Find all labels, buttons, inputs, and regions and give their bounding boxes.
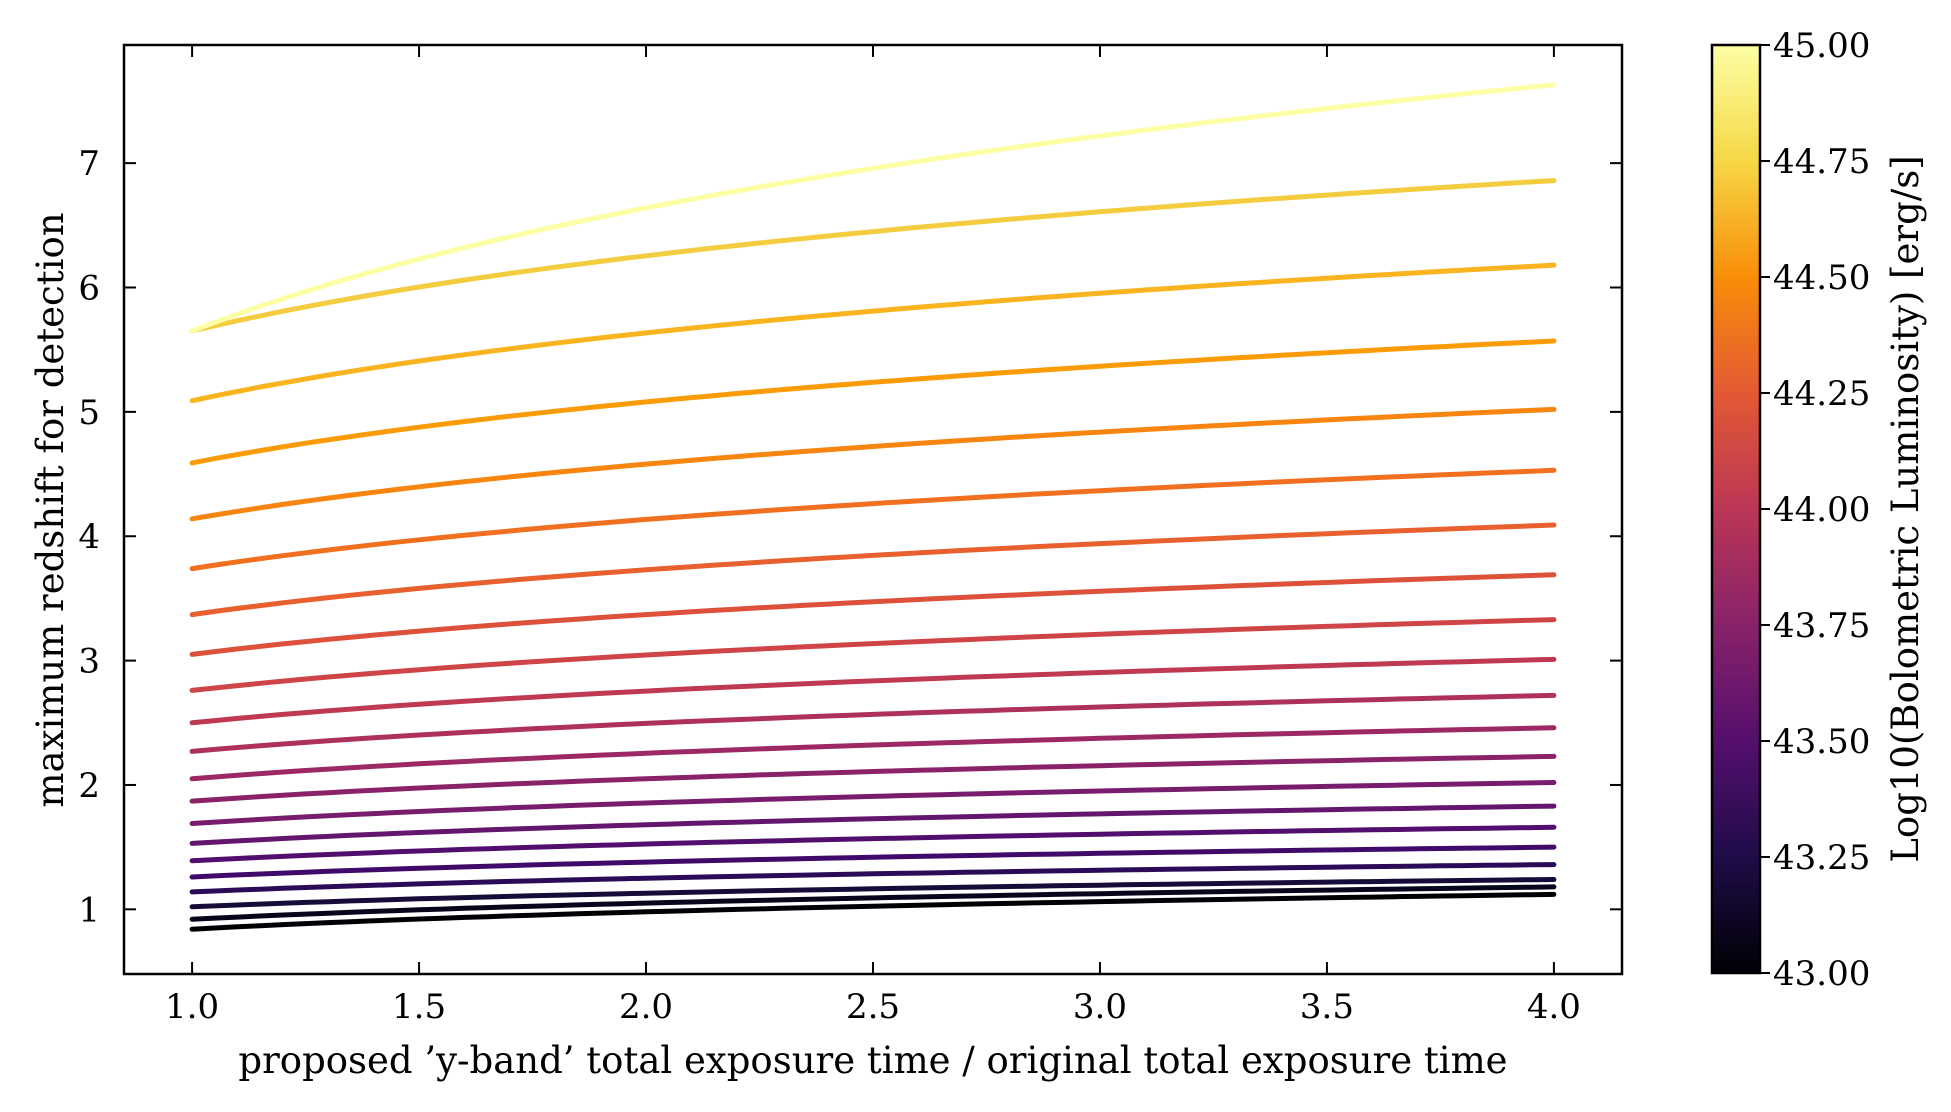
x-tick-label: 3.0	[1073, 987, 1127, 1027]
colorbar-tick-label: 43.75	[1773, 606, 1870, 646]
colorbar-tick-label: 43.25	[1773, 838, 1870, 878]
x-axis-label: proposed ’y-band’ total exposure time / …	[238, 1039, 1507, 1082]
colorbar-tick-label: 44.25	[1773, 374, 1870, 414]
y-tick-label: 4	[78, 517, 100, 557]
series-line-16	[189, 406, 1557, 522]
colorbar-label: Log10(Bolometric Luminosity) [erg/s]	[1884, 155, 1927, 862]
series-line-2	[189, 877, 1557, 910]
x-tick-label: 4.0	[1527, 987, 1581, 1027]
series-line-5	[189, 824, 1557, 864]
series-line-1	[189, 884, 1557, 922]
series-line-7	[189, 780, 1557, 826]
x-tick-label: 2.5	[846, 987, 900, 1027]
series-line-18	[189, 262, 1557, 404]
y-axis-ticks: 1 2 3 4 5 6 7	[78, 144, 1622, 930]
colorbar-ticks: 43.00 43.25 43.50 43.75 44.00 44.25 44.50 44.75…	[1760, 26, 1870, 994]
series-line-20	[189, 82, 1557, 334]
series-line-8	[189, 753, 1557, 804]
x-tick-label: 1.0	[165, 987, 219, 1027]
series-line-11	[189, 656, 1557, 726]
series-line-14	[189, 522, 1557, 618]
series-line-19	[189, 178, 1557, 334]
y-tick-label: 3	[78, 642, 100, 682]
x-tick-label: 1.5	[392, 987, 446, 1027]
series-line-10	[189, 692, 1557, 754]
series-line-12	[189, 617, 1557, 693]
series-line-0	[189, 891, 1557, 932]
colorbar-tick-label: 44.00	[1773, 490, 1870, 530]
y-tick-label: 6	[78, 269, 100, 309]
colorbar-tick-label: 44.75	[1773, 142, 1870, 182]
series-lines	[189, 82, 1557, 932]
colorbar-tick-label: 43.00	[1773, 954, 1870, 994]
colorbar-tick-label: 44.50	[1773, 258, 1870, 298]
series-line-15	[189, 467, 1557, 572]
x-tick-label: 3.5	[1300, 987, 1354, 1027]
y-tick-label: 7	[78, 144, 100, 184]
colorbar-tick-label: 43.50	[1773, 722, 1870, 762]
series-line-13	[189, 572, 1557, 657]
y-tick-label: 2	[78, 766, 100, 806]
y-tick-label: 5	[78, 393, 100, 433]
y-tick-label: 1	[78, 890, 100, 930]
series-line-9	[189, 725, 1557, 782]
series-line-6	[189, 803, 1557, 846]
series-line-4	[189, 844, 1557, 880]
colorbar	[1710, 43, 1762, 975]
series-line-17	[189, 338, 1557, 466]
y-axis-label: maximum redshift for detection	[29, 212, 72, 807]
colorbar-tick-label: 45.00	[1773, 26, 1870, 66]
series-line-3	[189, 862, 1557, 895]
x-axis-ticks: 1.0 1.5 2.0 2.5 3.0 3.5 4.0	[165, 45, 1581, 1027]
x-tick-label: 2.0	[619, 987, 673, 1027]
